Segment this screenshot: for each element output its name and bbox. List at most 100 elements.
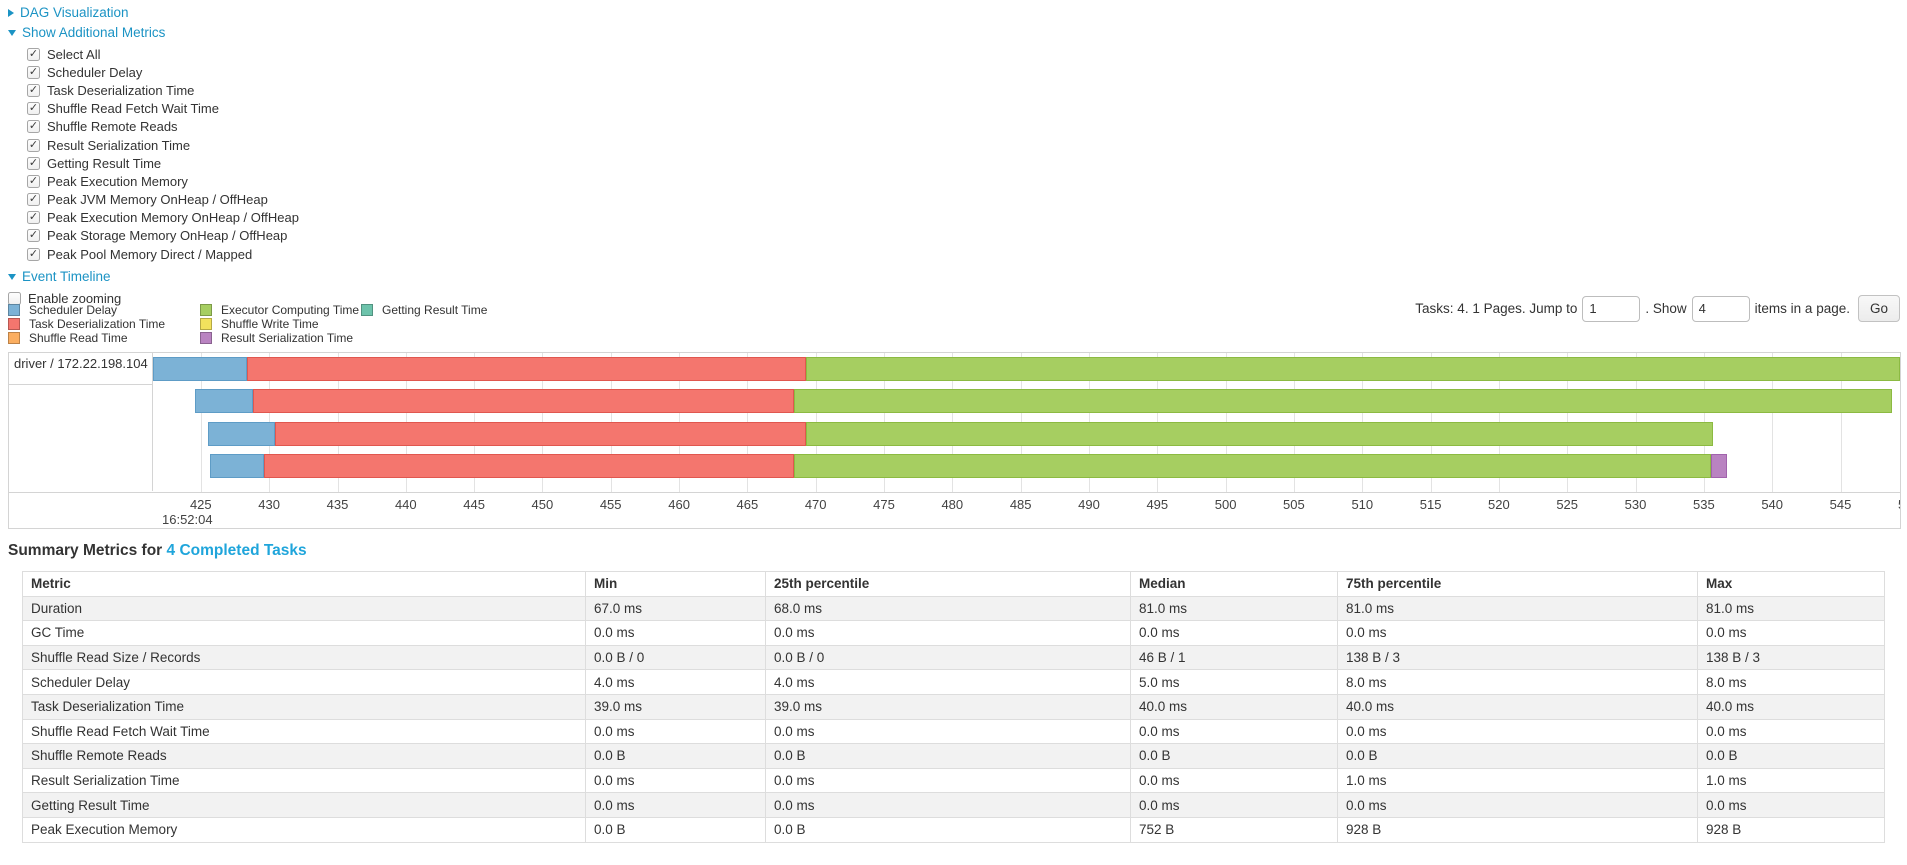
metric-checkbox-row: ✓ Task Deserialization Time [27, 81, 299, 99]
metric-value-cell: 0.0 B [585, 743, 766, 769]
axis-tick-label: 455 [599, 497, 622, 512]
table-row: Scheduler Delay 4.0 ms 4.0 ms 5.0 ms 8.0 ms 8… [22, 669, 1885, 695]
metric-value-cell: 0.0 ms [585, 718, 766, 745]
metric-value-cell: 0.0 ms [1337, 718, 1698, 745]
metric-checkbox-row: ✓ Scheduler Delay [27, 63, 299, 81]
checkbox-label: Select All [47, 46, 101, 62]
items-per-page-input[interactable] [1691, 295, 1750, 322]
column-header: Median [1130, 571, 1338, 597]
task-bar-result_serialization[interactable] [1710, 454, 1728, 478]
metric-value-cell: 0.0 ms [585, 767, 766, 794]
axis-tick-label: 490 [1078, 497, 1100, 512]
checkbox-label: Peak Execution Memory OnHeap / OffHeap [47, 210, 299, 226]
legend-swatch-shuffle_write [200, 318, 212, 331]
metric-value-cell: 0.0 ms [1337, 620, 1698, 646]
task-bar-scheduler_delay[interactable] [195, 389, 253, 413]
table-row: Peak Execution Memory 0.0 B 0.0 B 752 B 928 … [22, 816, 1885, 843]
metric-value-cell: 40.0 ms [1697, 693, 1885, 720]
legend-label: Shuffle Read Time [29, 331, 128, 346]
metric-value-cell: 81.0 ms [1697, 595, 1885, 622]
legend-label: Result Serialization Time [221, 331, 354, 346]
checkbox-peak-execution-memory-onheap-offheap[interactable]: ✓ [27, 211, 40, 225]
metric-value-cell: 5.0 ms [1130, 669, 1338, 695]
timeline-legend: Scheduler Delay Task Deserialization Time… [8, 303, 608, 345]
axis-gridline [1772, 353, 1774, 492]
summary-metrics-title: Summary Metrics for 4 Completed Tasks [8, 542, 307, 560]
checkbox-label: Shuffle Remote Reads [47, 119, 178, 135]
metric-value-cell: 67.0 ms [585, 595, 766, 622]
task-bar-executor_computing[interactable] [806, 422, 1714, 446]
metric-value-cell: 0.0 ms [1130, 792, 1338, 818]
task-bar-task_deserialization[interactable] [274, 422, 807, 446]
dag-visualization-toggle[interactable]: DAG Visualization [8, 5, 299, 20]
metric-value-cell: 0.0 ms [1697, 620, 1885, 646]
axis-tick-label: 470 [804, 497, 827, 512]
metric-value-cell: 0.0 B [1697, 743, 1885, 769]
jump-to-page-input[interactable] [1582, 295, 1641, 322]
checkbox-shuffle-remote-reads[interactable]: ✓ [27, 120, 40, 134]
additional-metrics-list: ✓ Select All ✓ Scheduler Delay ✓ Task Deseria… [27, 45, 299, 263]
checkbox-select-all[interactable]: ✓ [27, 47, 40, 61]
metric-value-cell: 928 B [1337, 816, 1698, 843]
summary-metrics-table: Metric Min 25th percentile Median 75th perce… [22, 571, 1885, 843]
metric-value-cell: 0.0 ms [765, 767, 1131, 794]
task-bar-task_deserialization[interactable] [263, 454, 794, 478]
task-bar-executor_computing[interactable] [793, 389, 1893, 413]
checkbox-scheduler-delay[interactable]: ✓ [27, 65, 40, 79]
show-additional-metrics-label: Show Additional Metrics [22, 25, 166, 40]
axis-tick-label: 450 [531, 497, 554, 512]
event-timeline-toggle[interactable]: Event Timeline [8, 269, 299, 284]
checkbox-task-deserialization-time[interactable]: ✓ [27, 83, 40, 97]
task-bar-task_deserialization[interactable] [252, 389, 794, 413]
metric-value-cell: 0.0 B [1130, 743, 1338, 769]
task-bar-task_deserialization[interactable] [247, 357, 807, 381]
checkbox-getting-result-time[interactable]: ✓ [27, 156, 40, 170]
table-row: Shuffle Read Size / Records 0.0 B / 0 0.0 … [22, 644, 1885, 671]
metric-value-cell: 81.0 ms [1130, 595, 1338, 622]
checkbox-result-serialization-time[interactable]: ✓ [27, 138, 40, 152]
task-bar-executor_computing[interactable] [806, 357, 1900, 381]
legend-swatch-getting_result [361, 303, 373, 316]
checkbox-label: Peak Storage Memory OnHeap / OffHeap [47, 228, 288, 244]
checkbox-peak-storage-memory-onheap-offheap[interactable]: ✓ [27, 229, 40, 243]
completed-tasks-link[interactable]: 4 Completed Tasks [166, 542, 307, 559]
task-bar-executor_computing[interactable] [793, 454, 1711, 478]
show-additional-metrics-toggle[interactable]: Show Additional Metrics [8, 25, 299, 40]
metric-value-cell: 0.0 B [765, 816, 1131, 843]
metric-value-cell: 0.0 ms [1697, 792, 1885, 818]
axis-tick-label: 465 [736, 497, 759, 512]
checkbox-shuffle-read-fetch-wait-time[interactable]: ✓ [27, 102, 40, 116]
metric-value-cell: 0.0 B / 0 [585, 644, 766, 671]
task-bar-scheduler_delay[interactable] [207, 422, 275, 446]
event-timeline-chart: driver / 172.22.198.104 16:52:04 425 430 4… [8, 352, 1901, 529]
metric-name-cell: Shuffle Remote Reads [22, 743, 586, 769]
checkbox-peak-jvm-memory-onheap-offheap[interactable]: ✓ [27, 193, 40, 207]
axis-tick-label: 525 [1556, 497, 1579, 512]
metric-value-cell: 0.0 ms [1697, 718, 1885, 745]
task-bar-scheduler_delay[interactable] [153, 357, 248, 381]
metric-name-cell: Getting Result Time [22, 792, 586, 818]
metric-name-cell: Task Deserialization Time [22, 693, 586, 720]
metric-value-cell: 40.0 ms [1130, 693, 1338, 720]
metric-value-cell: 0.0 ms [765, 620, 1131, 646]
executor-group-label: driver / 172.22.198.104 [9, 353, 153, 385]
legend-item-scheduler_delay: Scheduler Delay [8, 303, 165, 317]
legend-column: Scheduler Delay Task Deserialization Time… [8, 303, 165, 346]
metric-name-cell: Shuffle Read Fetch Wait Time [22, 718, 586, 745]
legend-column: Executor Computing Time Shuffle Write Tim… [200, 303, 359, 346]
checkbox-peak-execution-memory[interactable]: ✓ [27, 174, 40, 188]
task-bar-scheduler_delay[interactable] [210, 454, 264, 478]
checkbox-peak-pool-memory-direct-mapped[interactable]: ✓ [27, 247, 40, 261]
table-row: Getting Result Time 0.0 ms 0.0 ms 0.0 ms 0.0… [22, 792, 1885, 818]
metric-checkbox-row: ✓ Peak JVM Memory OnHeap / OffHeap [27, 191, 299, 209]
metric-value-cell: 1.0 ms [1337, 767, 1698, 794]
axis-tick-label: 535 [1693, 497, 1715, 512]
go-button[interactable]: Go [1857, 295, 1900, 322]
metric-checkbox-row: ✓ Peak Pool Memory Direct / Mapped [27, 245, 299, 263]
legend-swatch-shuffle_read [8, 332, 20, 345]
pagination-mid: . Show [1645, 301, 1687, 316]
metric-value-cell: 0.0 ms [765, 792, 1131, 818]
legend-item-shuffle_write: Shuffle Write Time [200, 317, 359, 331]
legend-swatch-task_deserialization [8, 318, 20, 331]
